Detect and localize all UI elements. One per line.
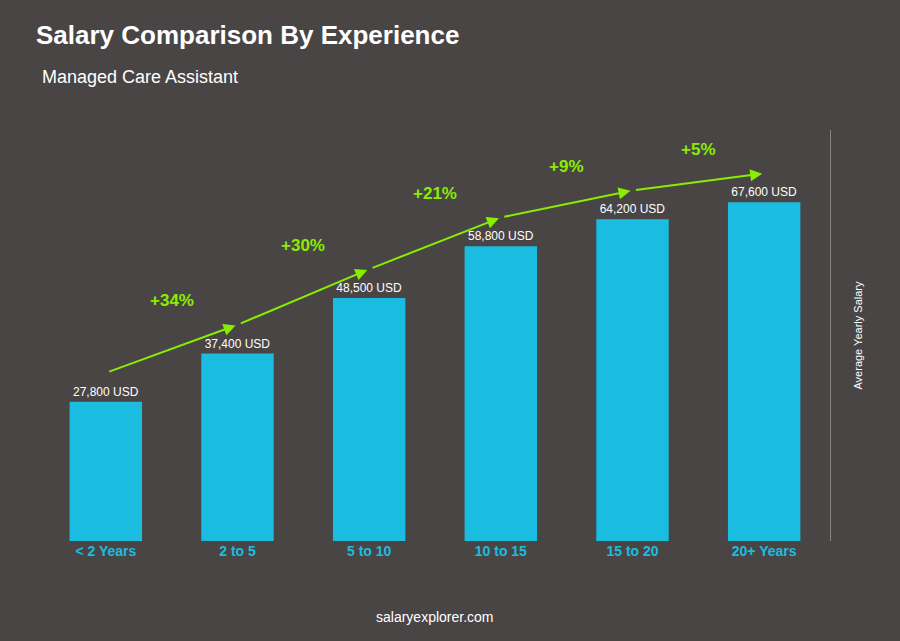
svg-text:+5%: +5% [681,140,716,159]
svg-text:15 to 20: 15 to 20 [606,543,658,559]
svg-text:58,800 USD: 58,800 USD [468,229,534,243]
svg-text:48,500 USD: 48,500 USD [336,281,402,295]
svg-text:+9%: +9% [549,157,584,176]
svg-text:+21%: +21% [413,184,457,203]
svg-text:Managed Care Assistant: Managed Care Assistant [42,67,238,87]
svg-text:+34%: +34% [150,291,194,310]
svg-text:64,200 USD: 64,200 USD [600,202,666,216]
svg-text:2 to 5: 2 to 5 [219,543,256,559]
svg-text:20+ Years: 20+ Years [732,543,797,559]
svg-text:67,600 USD: 67,600 USD [731,185,797,199]
svg-text:5 to 10: 5 to 10 [347,543,392,559]
svg-text:Salary Comparison By Experienc: Salary Comparison By Experience [36,20,459,50]
svg-text:10 to 15: 10 to 15 [475,543,527,559]
svg-text:salaryexplorer.com: salaryexplorer.com [376,609,494,625]
svg-text:27,800 USD: 27,800 USD [73,385,139,399]
svg-text:< 2 Years: < 2 Years [75,543,136,559]
svg-text:Average Yearly Salary: Average Yearly Salary [852,281,864,390]
svg-text:+30%: +30% [281,236,325,255]
svg-text:37,400 USD: 37,400 USD [205,337,271,351]
